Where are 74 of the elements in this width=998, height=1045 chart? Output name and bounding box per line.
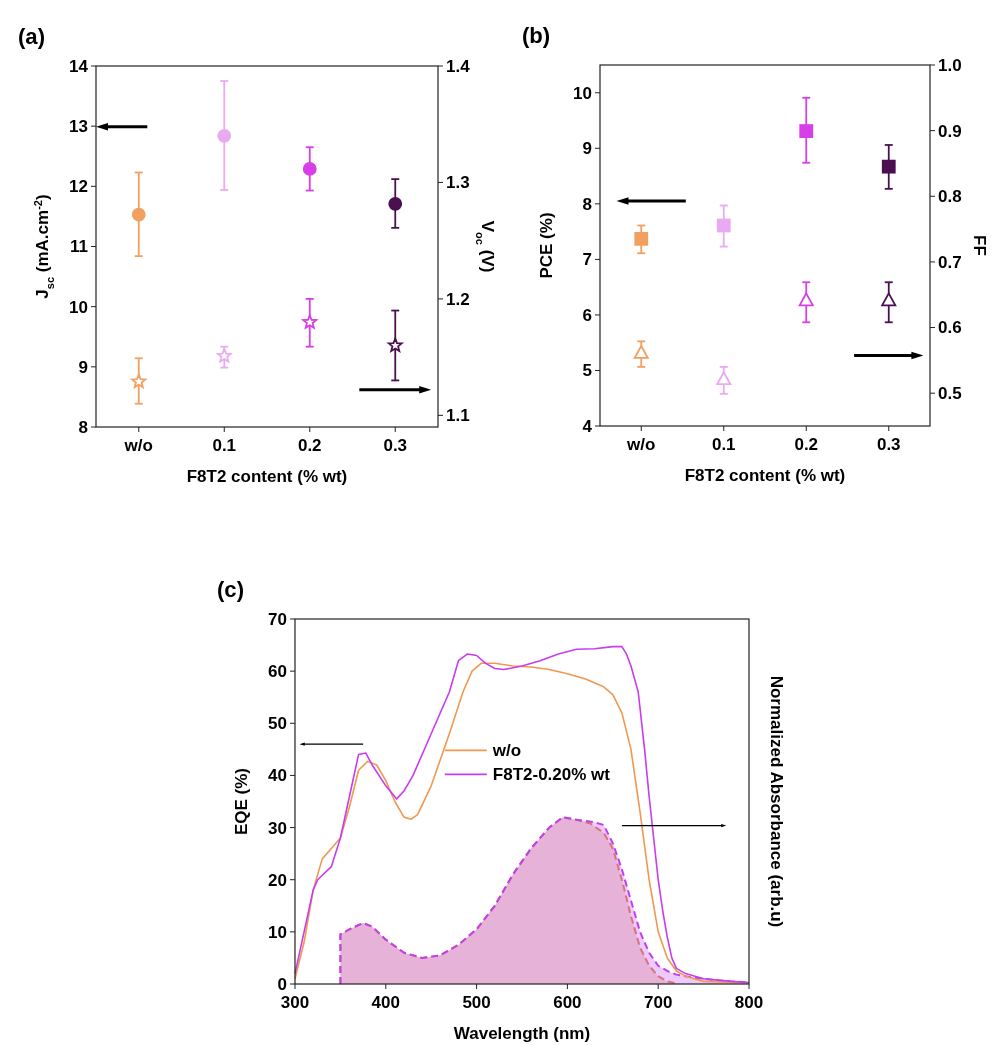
point	[634, 231, 649, 246]
point	[881, 292, 897, 307]
point	[881, 159, 896, 174]
x-tick-label: 300	[280, 992, 310, 1012]
y2-tick-label: 1.1	[446, 406, 470, 426]
point	[131, 207, 146, 222]
y-tick-label: 60	[268, 662, 287, 682]
y-tick-label: 7	[582, 250, 592, 270]
point	[131, 373, 147, 389]
y2-tick-label: 0.9	[938, 121, 962, 141]
chart-title: (b)	[522, 23, 551, 48]
point	[798, 292, 814, 307]
x-tick-label: 0.1	[212, 435, 237, 455]
legend-label: w/o	[491, 741, 522, 761]
x-tick-label: 0.3	[383, 435, 408, 455]
x-tick-label: 400	[371, 992, 400, 1012]
x-tick-label: 0.2	[297, 435, 322, 455]
x-tick-label: 600	[553, 992, 582, 1012]
point	[716, 218, 731, 233]
y-tick-label: 50	[268, 714, 287, 734]
point	[302, 314, 318, 329]
chart-title: (a)	[18, 24, 46, 49]
y-tick-label: 5	[582, 361, 592, 381]
x-tick-label: 0.2	[794, 434, 819, 454]
x-axis-title: Wavelength (nm)	[453, 1024, 591, 1044]
y2-tick-label: 0.5	[938, 384, 962, 404]
y-tick-label: 9	[582, 139, 592, 159]
point	[388, 196, 403, 211]
y-tick-label: 10	[69, 297, 88, 317]
y2-tick-label: 1.3	[446, 173, 470, 193]
x-tick-label: w/o	[626, 434, 656, 454]
x-axis-title: F8T2 content (% wt)	[684, 466, 846, 486]
y-axis-title: PCE (%)	[537, 212, 556, 279]
y-tick-label: 12	[69, 177, 88, 197]
x-tick-label: 0.1	[711, 434, 736, 454]
point	[216, 348, 232, 363]
x-tick-label: 700	[644, 992, 673, 1012]
y-tick-label: 13	[69, 117, 88, 137]
y-tick-label: 0	[277, 974, 287, 994]
y2-tick-label: 1.4	[446, 56, 471, 76]
y-tick-label: 30	[268, 818, 287, 838]
y2-tick-label: 1.0	[938, 55, 962, 75]
y-tick-label: 4	[582, 416, 593, 436]
y-axis-title: EQE (%)	[232, 767, 251, 836]
y-tick-label: 70	[268, 609, 287, 629]
y-tick-label: 10	[268, 922, 287, 942]
point	[387, 337, 403, 352]
y2-axis-title: FF	[970, 235, 989, 256]
y-tick-label: 20	[268, 870, 287, 890]
x-tick-label: 800	[734, 992, 764, 1012]
legend-label: F8T2-0.20% wt	[492, 765, 611, 785]
x-tick-label: 500	[462, 992, 491, 1012]
point	[217, 128, 232, 143]
x-tick-label: 0.3	[876, 434, 901, 454]
point	[716, 371, 732, 386]
y-tick-label: 11	[70, 237, 88, 257]
x-axis-title: F8T2 content (% wt)	[186, 467, 348, 487]
y2-tick-label: 0.8	[938, 187, 962, 207]
point	[799, 124, 814, 138]
point	[302, 161, 317, 176]
x-tick-label: w/o	[123, 435, 153, 455]
y-tick-label: 8	[78, 417, 88, 437]
y2-axis-title: Normalized Absorbance (arb.u)	[767, 675, 786, 928]
y-tick-label: 10	[573, 83, 592, 103]
y-tick-label: 40	[268, 766, 287, 786]
point	[633, 345, 649, 359]
y-tick-label: 9	[78, 357, 88, 377]
chart-title: (c)	[217, 577, 245, 602]
y-tick-label: 6	[582, 305, 592, 325]
y2-tick-label: 1.2	[446, 289, 470, 309]
y2-tick-label: 0.7	[938, 252, 962, 272]
y-tick-label: 14	[69, 56, 89, 76]
y-tick-label: 8	[582, 194, 592, 214]
y2-tick-label: 0.6	[938, 318, 962, 338]
